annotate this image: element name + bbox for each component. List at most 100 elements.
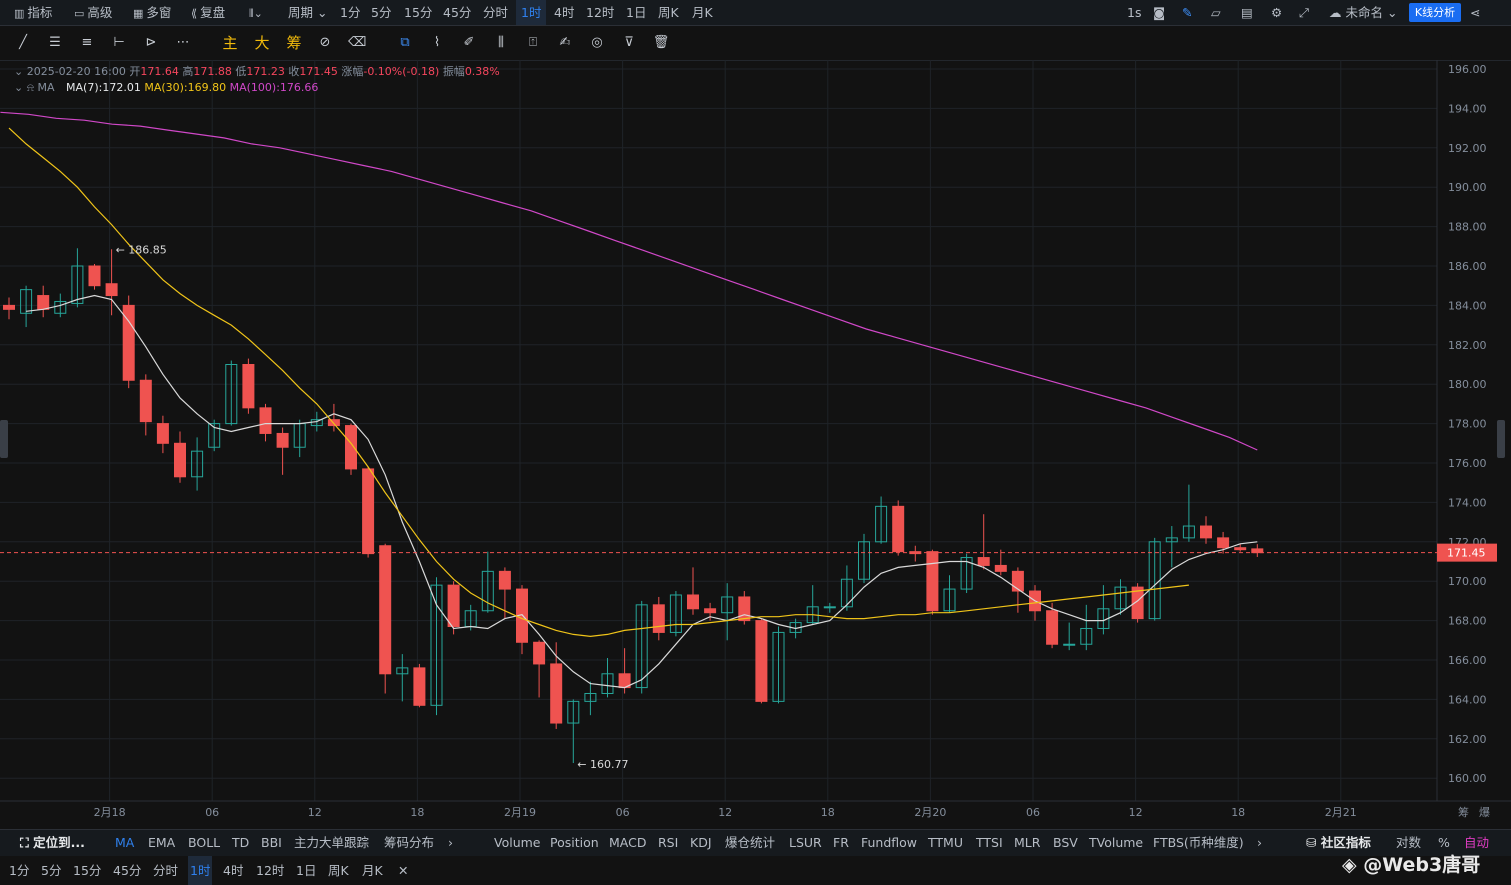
tab-boll[interactable]: BOLL [188,835,221,850]
advanced-button[interactable]: ▭ 高级 [74,5,113,20]
pitchfork-icon[interactable]: ⊳ [145,35,157,50]
note-icon[interactable]: ✍ [559,35,571,50]
tf-15m[interactable]: 15分 [73,863,102,878]
magnet-icon[interactable]: ⊘ [319,35,331,50]
trash-icon[interactable]: 🗑 [652,35,670,50]
auto-scale-toggle[interactable]: 自动 [1464,835,1490,850]
tab-bbi[interactable]: BBI [261,835,282,850]
window-icon[interactable]: ▱ [1211,5,1221,20]
settings-icon[interactable]: ⚙ [1271,5,1283,20]
tab-ttmu[interactable]: TTMU [928,835,963,850]
interval-timeshare[interactable]: 分时 [483,5,509,20]
tf-month[interactable]: 月K [362,863,383,878]
fullscreen-icon[interactable]: ⤢ [1299,5,1310,20]
indicators-button[interactable]: ▥ 指标 [14,5,53,20]
candle-body [1217,537,1230,549]
tab-kdj[interactable]: KDJ [690,835,712,850]
indicator-icon: ▥ [14,7,25,20]
interval-week[interactable]: 周K [658,5,679,20]
collapse-icon[interactable]: ⌄ [14,81,24,94]
camera-icon[interactable]: ◙ [1153,5,1166,20]
tab-rsi[interactable]: RSI [658,835,679,850]
kline-analysis-button[interactable]: K线分析 [1409,3,1461,22]
tab-lsur[interactable]: LSUR [789,835,822,850]
copy-icon[interactable]: ⧉ [400,35,410,50]
brush-icon[interactable]: ✐ [463,35,475,50]
interval-1h[interactable]: 1时 [516,0,547,25]
tf-5m[interactable]: 5分 [41,863,62,878]
horizontal-ray-icon[interactable]: ⊢ [113,35,125,50]
tab-position[interactable]: Position [550,835,599,850]
horizontal-lines-icon[interactable]: ≡ [81,35,93,50]
tab-ftbs[interactable]: FTBS(币种维度) [1153,835,1244,850]
tab-mlr[interactable]: MLR [1014,835,1041,850]
tab-tvolume[interactable]: TVolume [1089,835,1144,850]
community-indicators[interactable]: ⛁ 社区指标 [1306,835,1371,850]
tf-12h[interactable]: 12时 [256,863,285,878]
tf-1m[interactable]: 1分 [9,863,30,878]
share-icon[interactable]: ⋖ [1470,5,1481,20]
tab-ma[interactable]: MA [115,835,135,850]
candle-body [567,700,580,724]
right-panel-handle[interactable] [1497,420,1505,458]
visibility-icon[interactable]: ◎ [591,35,603,50]
lock-icon[interactable]: ⍐ [529,35,537,50]
trendline-icon[interactable]: ╱ [19,35,27,50]
tab-fr[interactable]: FR [833,835,849,850]
filter-icon[interactable]: ⊽ [624,35,634,50]
interval-15m[interactable]: 15分 [404,5,433,20]
layout-dropdown[interactable]: ☁ 未命名 ⌄ [1329,5,1398,20]
interval-1d[interactable]: 1日 [626,5,647,20]
tab-chip-dist[interactable]: 筹码分布 [384,835,435,850]
period-dropdown[interactable]: 周期 ⌄ [288,5,328,20]
chevron-right-icon[interactable]: › [1257,835,1262,850]
log-scale-toggle[interactable]: 对数 [1396,835,1422,850]
interval-12h[interactable]: 12时 [586,5,615,20]
interval-5m[interactable]: 5分 [371,5,392,20]
chip-distribution-button[interactable]: 筹 [286,34,302,52]
main-chip-button[interactable]: 主 [222,34,238,52]
tf-1d[interactable]: 1日 [296,863,317,878]
tab-ttsi[interactable]: TTSI [976,835,1003,850]
interval-45m[interactable]: 45分 [443,5,472,20]
percent-scale-toggle[interactable]: % [1438,835,1450,850]
tf-45m[interactable]: 45分 [113,863,142,878]
collapse-icon[interactable]: ⌄ [14,65,24,78]
replay-button[interactable]: ⟪ 复盘 [191,5,226,20]
tab-liquidation[interactable]: 爆仓统计 [725,835,776,850]
tf-timeshare[interactable]: 分时 [153,863,179,878]
tab-main-force[interactable]: 主力大单跟踪 [294,835,370,850]
big-order-button[interactable]: 大 [254,34,270,52]
save-icon[interactable]: ▤ [1241,5,1253,20]
x-tick-label: 2月19 [504,806,536,819]
tab-volume[interactable]: Volume [494,835,541,850]
candle-body [721,596,734,614]
tab-bsv[interactable]: BSV [1053,835,1078,850]
tab-macd[interactable]: MACD [609,835,647,850]
tf-1h[interactable]: 1时 [188,856,213,885]
bell-icon[interactable]: ⍾ [26,81,35,94]
tab-fundflow[interactable]: Fundflow [861,835,918,850]
more-tools-icon[interactable]: ⋯ [176,35,190,50]
tf-4h[interactable]: 4时 [223,863,244,878]
tab-ema[interactable]: EMA [148,835,176,850]
bars-icon[interactable]: ⫼ [498,35,504,50]
tf-week[interactable]: 周K [328,863,349,878]
tab-td[interactable]: TD [232,835,250,850]
locate-button[interactable]: ⛶ 定位到... [20,835,85,850]
interval-month[interactable]: 月K [692,5,713,20]
chevron-right-icon[interactable]: › [448,835,453,850]
chart-type-button[interactable]: ⫴⌄ [249,0,266,25]
close-icon[interactable]: ✕ [398,863,409,878]
multi-window-button[interactable]: ▦ 多窗 [133,5,172,20]
pencil-icon[interactable]: ✎ [1182,5,1193,20]
refresh-speed[interactable]: 1s [1127,5,1142,20]
y-tick-label: 184.00 [1448,299,1487,312]
eraser-icon[interactable]: ⌫ [348,35,367,50]
left-panel-handle[interactable] [0,420,8,458]
interval-4h[interactable]: 4时 [554,5,575,20]
interval-1m[interactable]: 1分 [340,5,361,20]
ruler-icon[interactable]: ⌇ [433,35,441,50]
parallel-lines-icon[interactable]: ☰ [49,35,61,50]
